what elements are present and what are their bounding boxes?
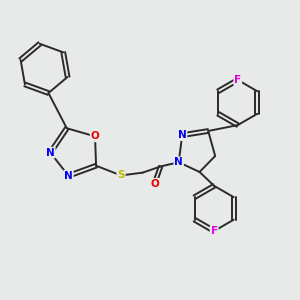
Text: N: N: [46, 148, 55, 158]
Text: F: F: [211, 226, 218, 236]
Text: O: O: [91, 131, 99, 141]
Text: F: F: [234, 75, 241, 85]
Text: N: N: [64, 171, 73, 181]
Text: N: N: [174, 157, 183, 167]
Text: N: N: [178, 130, 187, 140]
Text: S: S: [117, 170, 125, 180]
Text: O: O: [150, 179, 159, 189]
